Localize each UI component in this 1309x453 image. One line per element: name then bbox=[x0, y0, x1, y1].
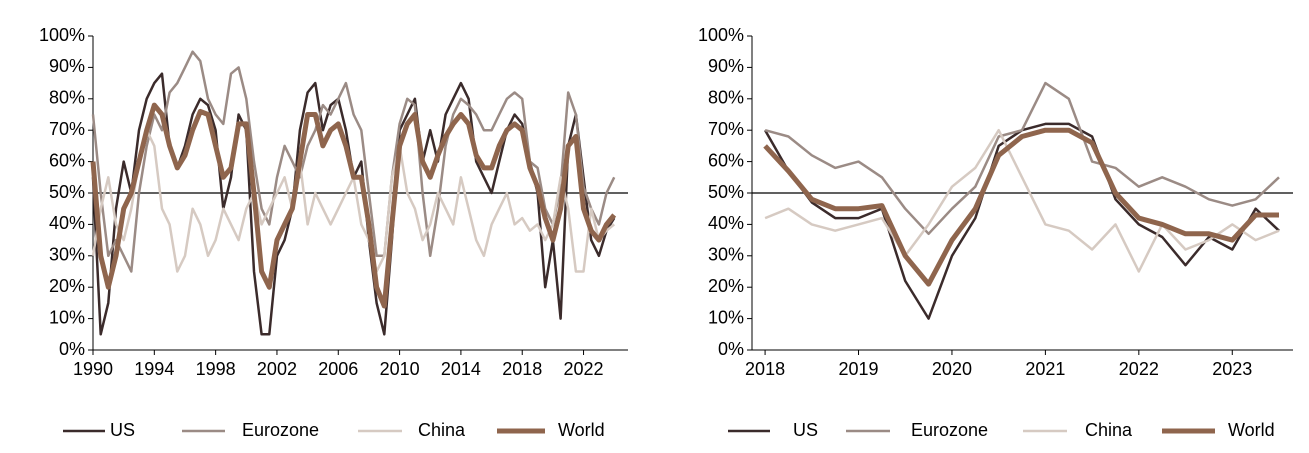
y-tick-label: 50% bbox=[49, 182, 85, 202]
x-tick-label: 2014 bbox=[441, 359, 481, 379]
legend-label: World bbox=[1228, 420, 1275, 440]
x-tick-label: 2010 bbox=[380, 359, 420, 379]
y-tick-label: 80% bbox=[708, 88, 744, 108]
y-tick-label: 20% bbox=[49, 276, 85, 296]
x-tick-label: 2022 bbox=[1119, 359, 1159, 379]
y-tick-label: 90% bbox=[49, 56, 85, 76]
x-tick-label: 1990 bbox=[73, 359, 113, 379]
y-tick-label: 40% bbox=[708, 213, 744, 233]
x-tick-label: 2018 bbox=[745, 359, 785, 379]
y-tick-label: 0% bbox=[718, 339, 744, 359]
series-line bbox=[764, 81, 1280, 236]
x-tick-label: 1998 bbox=[196, 359, 236, 379]
y-tick-label: 10% bbox=[49, 307, 85, 327]
x-tick-label: 2002 bbox=[257, 359, 297, 379]
series-line bbox=[91, 50, 616, 273]
x-tick-label: 1994 bbox=[134, 359, 174, 379]
x-tick-label: 2006 bbox=[318, 359, 358, 379]
legend-label: Eurozone bbox=[911, 420, 988, 440]
legend-label: World bbox=[558, 420, 605, 440]
y-tick-label: 90% bbox=[708, 56, 744, 76]
series-line bbox=[764, 128, 1280, 273]
y-tick-label: 100% bbox=[698, 25, 744, 45]
y-tick-label: 30% bbox=[49, 245, 85, 265]
series-line bbox=[763, 127, 1279, 287]
y-tick-label: 20% bbox=[708, 276, 744, 296]
x-tick-label: 2022 bbox=[564, 359, 604, 379]
y-tick-label: 70% bbox=[708, 119, 744, 139]
legend-label: Eurozone bbox=[242, 420, 319, 440]
series-line bbox=[764, 122, 1280, 320]
x-tick-label: 2021 bbox=[1025, 359, 1065, 379]
x-tick-label: 2018 bbox=[502, 359, 542, 379]
y-tick-label: 30% bbox=[708, 245, 744, 265]
legend-label: China bbox=[1085, 420, 1133, 440]
legend-label: US bbox=[793, 420, 818, 440]
y-tick-label: 70% bbox=[49, 119, 85, 139]
y-tick-label: 0% bbox=[59, 339, 85, 359]
y-tick-label: 60% bbox=[49, 150, 85, 170]
x-tick-label: 2023 bbox=[1212, 359, 1252, 379]
y-tick-label: 100% bbox=[39, 25, 85, 45]
y-tick-label: 80% bbox=[49, 88, 85, 108]
x-tick-label: 2020 bbox=[932, 359, 972, 379]
legend-label: US bbox=[110, 420, 135, 440]
series-line bbox=[90, 102, 617, 309]
y-tick-label: 50% bbox=[708, 182, 744, 202]
y-tick-label: 60% bbox=[708, 150, 744, 170]
x-tick-label: 2019 bbox=[838, 359, 878, 379]
y-tick-label: 10% bbox=[708, 307, 744, 327]
y-tick-label: 40% bbox=[49, 213, 85, 233]
legend-label: China bbox=[418, 420, 466, 440]
